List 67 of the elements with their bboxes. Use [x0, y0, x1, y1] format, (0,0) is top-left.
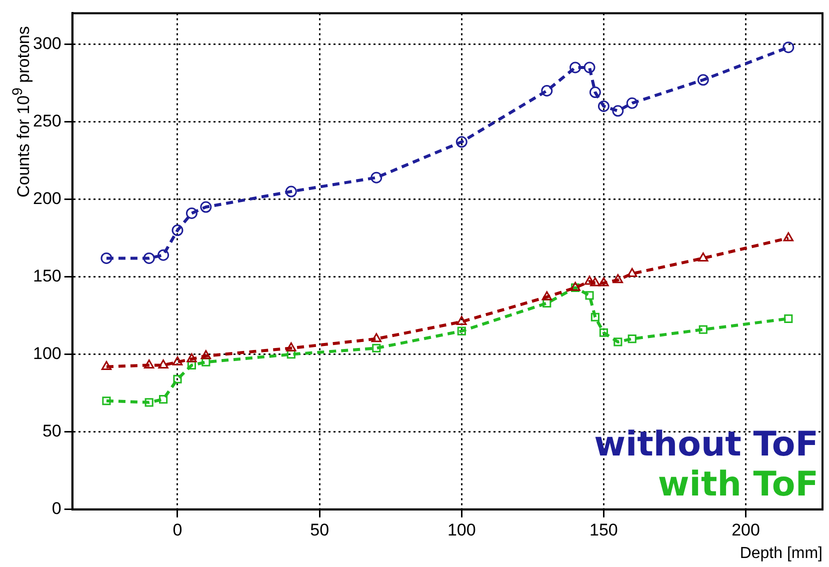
point [784, 314, 793, 323]
point [371, 333, 382, 342]
point [200, 350, 211, 360]
point [200, 201, 212, 213]
y-tick-label: 250 [32, 111, 62, 130]
y-tick-label: 50 [42, 422, 62, 441]
text: without ToF [594, 424, 818, 464]
point [697, 74, 709, 86]
point [158, 359, 168, 368]
x-tick-label: 150 [590, 520, 618, 540]
point [628, 334, 636, 344]
point [159, 395, 168, 404]
point [102, 396, 111, 406]
point [456, 136, 468, 148]
point [570, 62, 582, 74]
x-tick-label: 200 [732, 520, 760, 540]
point [372, 344, 381, 352]
point [626, 97, 638, 109]
x-tick-label: 0 [172, 520, 182, 540]
text: with ToF [658, 464, 818, 504]
point [590, 277, 600, 286]
point [614, 338, 622, 346]
point [186, 353, 197, 362]
point [542, 298, 552, 308]
point [584, 62, 596, 74]
point [457, 326, 466, 336]
point [612, 105, 624, 117]
point [589, 86, 601, 98]
point [173, 374, 182, 384]
x-tick-label: 100 [447, 520, 476, 540]
point [783, 232, 794, 242]
x-axis-title: Depth [mm] [740, 544, 822, 562]
point [541, 84, 553, 96]
point [172, 224, 184, 236]
point [100, 252, 112, 264]
point [143, 252, 155, 264]
point [286, 342, 296, 352]
y-tick-label: 100 [32, 344, 62, 364]
y-tick-label: 150 [32, 266, 62, 286]
point [285, 186, 297, 198]
point [172, 356, 183, 366]
point [158, 249, 170, 261]
point [585, 291, 594, 300]
point [186, 207, 198, 219]
point [101, 360, 112, 370]
point [370, 172, 382, 184]
point [598, 277, 609, 286]
y-tick-label: 200 [32, 188, 62, 208]
point [590, 312, 600, 322]
point [698, 325, 708, 334]
point [202, 358, 210, 366]
point [782, 42, 794, 54]
point [144, 398, 154, 407]
point [698, 252, 708, 262]
y-tick-label: 300 [32, 34, 62, 53]
point [187, 360, 196, 370]
point [598, 100, 610, 112]
point [456, 316, 467, 326]
point [584, 276, 595, 285]
point [599, 328, 608, 337]
point [144, 359, 154, 368]
point [627, 268, 638, 277]
point [612, 274, 623, 284]
point [286, 350, 296, 359]
x-tick-label: 50 [310, 520, 330, 540]
point [542, 291, 552, 300]
y-tick-label: 0 [52, 499, 62, 518]
